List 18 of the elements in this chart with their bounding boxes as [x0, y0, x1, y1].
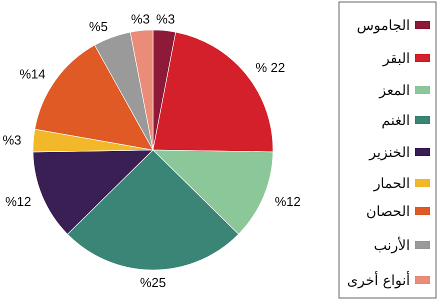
data-label: %3	[131, 12, 150, 27]
legend-label: البقر	[382, 51, 410, 67]
legend-label: الحصان	[366, 204, 410, 220]
data-label: % 22	[255, 60, 286, 75]
legend-label: الحمار	[372, 176, 410, 192]
legend-label: الخنزير	[368, 145, 410, 161]
data-label: %3	[2, 132, 22, 148]
legend-label: الجاموس	[356, 18, 410, 34]
legend-label: المعز	[378, 83, 410, 99]
data-label: %5	[89, 18, 108, 34]
data-label: %12	[5, 194, 32, 209]
data-label: %14	[19, 66, 46, 82]
data-label: %3	[156, 12, 175, 27]
data-label: %25	[140, 275, 166, 290]
data-label: %12	[274, 194, 301, 209]
legend-label: الأرنب	[374, 236, 410, 254]
legend-label: أنواع أخرى	[347, 271, 410, 289]
legend-label: الغنم	[382, 113, 410, 129]
